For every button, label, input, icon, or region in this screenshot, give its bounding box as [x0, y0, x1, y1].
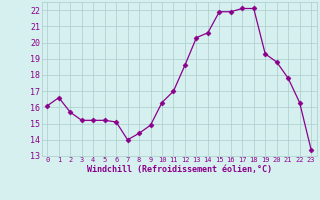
X-axis label: Windchill (Refroidissement éolien,°C): Windchill (Refroidissement éolien,°C) — [87, 165, 272, 174]
